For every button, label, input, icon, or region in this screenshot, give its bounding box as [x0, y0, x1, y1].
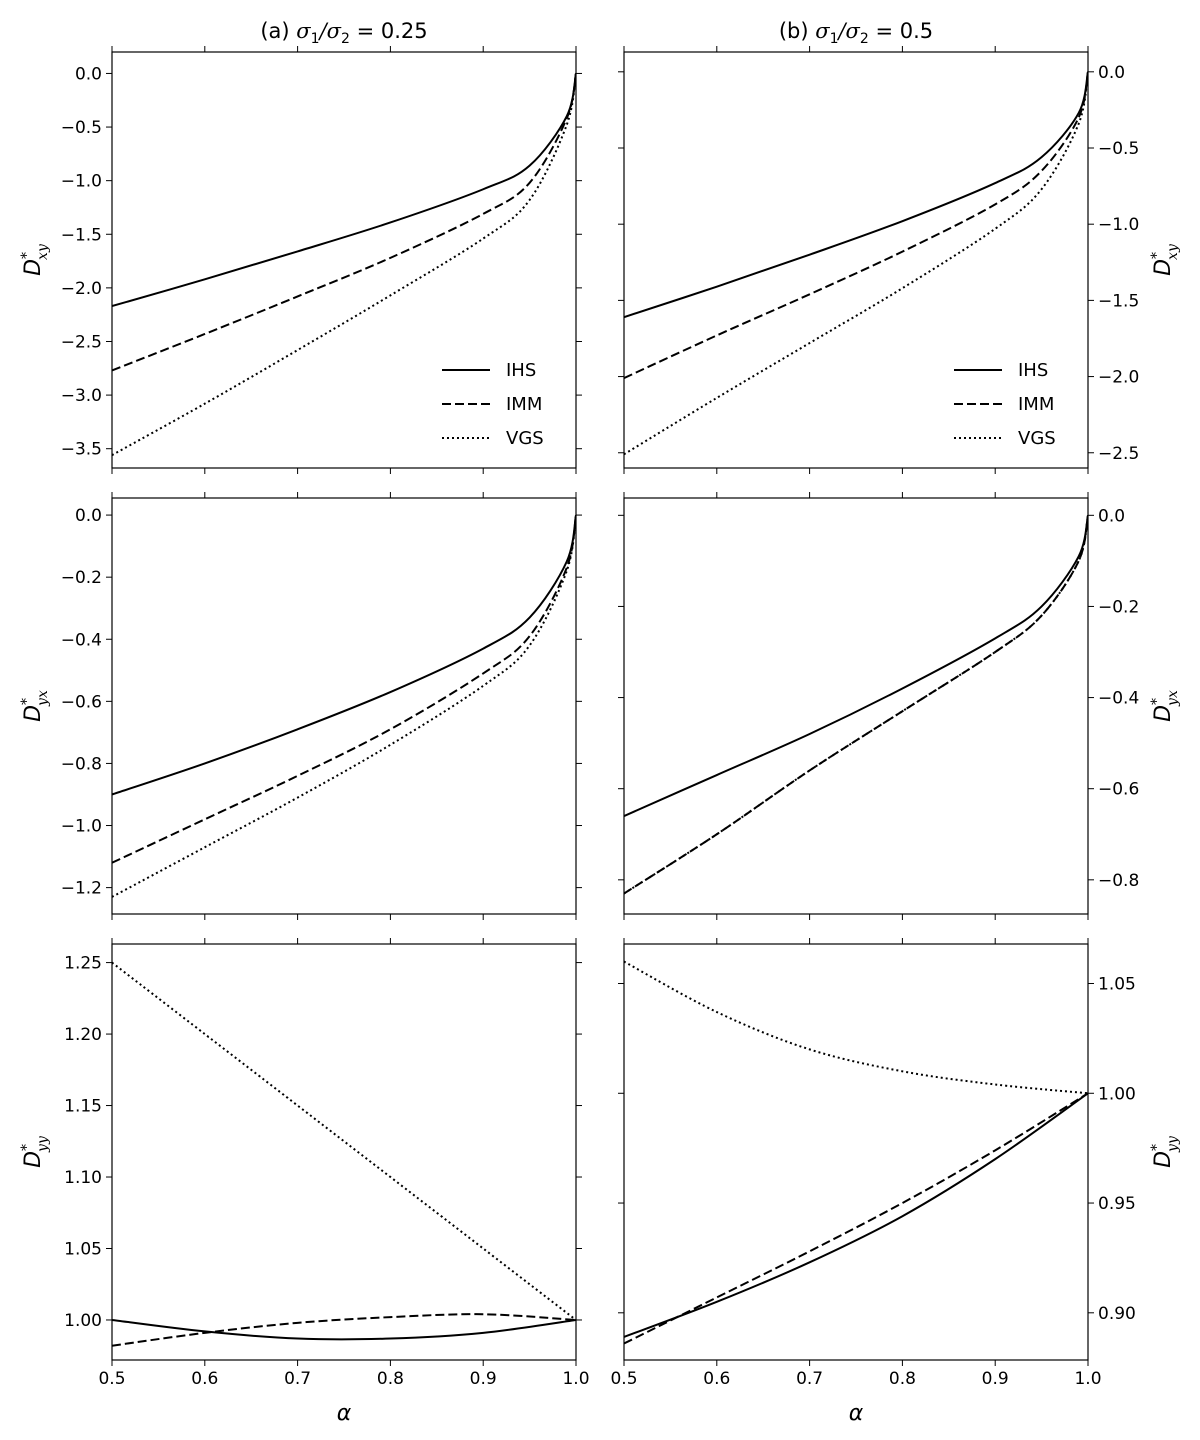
y-tick-label: −1.0: [1098, 215, 1139, 235]
y-tick-label: −0.4: [1098, 689, 1139, 709]
series-line-ihs: [624, 515, 1088, 817]
series-line-vgs: [624, 960, 1088, 1095]
y-axis-label: D*xy: [1149, 243, 1181, 276]
y-tick-label: −0.6: [1098, 780, 1139, 800]
plot-frame: [623, 497, 1089, 915]
panel-dyy-b: 0.5 0.6 0.7 0.8 0.9 1.0 0.90 0.95 1.00 1.05 D*yy: [610, 938, 1181, 1389]
x-tick-label: 0.6: [703, 1369, 730, 1389]
series-line-imm: [624, 71, 1088, 380]
y-tick-label: 1.05: [64, 1239, 102, 1259]
y-tick-label: −1.0: [61, 172, 102, 192]
y-tick-label: 1.25: [64, 954, 102, 974]
y-tick-label: 0.0: [75, 64, 102, 84]
y-tick-label: 1.05: [1098, 975, 1136, 995]
x-tick-label: 0.9: [982, 1369, 1009, 1389]
x-tick-label: 0.9: [470, 1369, 497, 1389]
legend: IHS IMM VGS: [442, 360, 544, 449]
y-axis-label: D*yx: [19, 690, 51, 722]
x-axis-label-right: α: [849, 1401, 864, 1426]
plot-frame: [111, 943, 577, 1361]
series-line-ihs: [112, 514, 576, 796]
y-tick-label: −2.5: [61, 332, 102, 352]
x-tick-label: 0.8: [377, 1369, 404, 1389]
x-tick-label: 0.5: [98, 1369, 125, 1389]
y-tick-label: 1.00: [64, 1311, 102, 1331]
series-line-imm: [624, 515, 1088, 895]
legend-label-ihs: IHS: [506, 360, 536, 381]
legend-label-vgs: VGS: [1018, 428, 1056, 449]
y-tick-label: 0.90: [1098, 1304, 1136, 1324]
y-tick-label: −1.5: [61, 225, 102, 245]
y-tick-label: 1.20: [64, 1025, 102, 1045]
panel-dyx-a: 0.0 −0.2 −0.4 −0.6 −0.8 −1.0 −1.2 D*yx: [19, 492, 582, 920]
y-tick-label: −2.0: [61, 279, 102, 299]
y-tick-label: −0.8: [1098, 871, 1139, 891]
x-axis-label-left: α: [337, 1401, 352, 1426]
series-line-ihs: [624, 1092, 1088, 1338]
x-tick-label: 1.0: [1074, 1369, 1101, 1389]
y-tick-label: −0.5: [61, 118, 102, 138]
series-line-imm: [624, 1092, 1088, 1345]
y-tick-label: −0.2: [1098, 597, 1139, 617]
y-tick-label: −0.4: [61, 630, 102, 650]
plot-frame: [623, 943, 1089, 1361]
x-tick-label: 0.7: [284, 1369, 311, 1389]
series-line-ihs: [112, 73, 576, 308]
y-tick-label: −0.8: [61, 754, 102, 774]
panel-dxy-b: 0.0 −0.5 −1.0 −1.5 −2.0 −2.5 D*xy IHS IMM VGS: [618, 46, 1181, 474]
series-line-imm: [112, 514, 576, 864]
y-tick-label: −0.6: [61, 692, 102, 712]
legend-label-vgs: VGS: [506, 428, 544, 449]
series-line-imm: [112, 1313, 576, 1347]
y-tick-label: −0.5: [1098, 139, 1139, 159]
y-tick-label: 0.95: [1098, 1194, 1136, 1214]
legend-label-imm: IMM: [506, 394, 542, 415]
legend-label-ihs: IHS: [1018, 360, 1048, 381]
y-tick-label: 1.00: [1098, 1084, 1136, 1104]
col-title-a: (a) σ1/σ2 = 0.25: [260, 19, 427, 47]
y-tick-label: −0.2: [61, 568, 102, 588]
legend: IHS IMM VGS: [954, 360, 1056, 449]
y-tick-label: −1.2: [61, 879, 102, 899]
y-axis-label: D*yy: [19, 1135, 51, 1168]
series-line-ihs: [624, 71, 1088, 319]
y-tick-label: 1.10: [64, 1168, 102, 1188]
y-tick-label: −3.0: [61, 386, 102, 406]
y-axis-label: D*yy: [1149, 1135, 1181, 1168]
series-line-vgs: [112, 514, 576, 898]
plot-frame: [623, 51, 1089, 469]
y-tick-label: 1.15: [64, 1097, 102, 1117]
y-tick-label: −2.5: [1098, 444, 1139, 464]
panel-dyy-a: 0.5 0.6 0.7 0.8 0.9 1.0 1.00 1.05 1.10 1.15 1.20 1.…: [19, 938, 590, 1389]
x-tick-label: 0.8: [889, 1369, 916, 1389]
y-axis-label: D*xy: [19, 243, 51, 276]
y-tick-label: 0.0: [1098, 63, 1125, 83]
panel-dyx-b: 0.0 −0.2 −0.4 −0.6 −0.8 D*yx: [618, 492, 1181, 920]
plot-frame: [111, 51, 577, 469]
y-tick-label: −1.0: [61, 817, 102, 837]
legend-label-imm: IMM: [1018, 394, 1054, 415]
y-tick-label: −2.0: [1098, 368, 1139, 388]
x-tick-label: 0.7: [796, 1369, 823, 1389]
series-line-ihs: [112, 1318, 576, 1341]
plot-frame: [111, 497, 577, 915]
x-tick-label: 1.0: [562, 1369, 589, 1389]
series-line-vgs: [112, 961, 576, 1321]
y-axis-label: D*yx: [1149, 690, 1181, 722]
panel-dxy-a: 0.0 −0.5 −1.0 −1.5 −2.0 −2.5 −3.0 −3.5 D*xy IHS IM…: [19, 46, 582, 474]
series-line-vgs: [112, 73, 576, 457]
x-tick-label: 0.5: [610, 1369, 637, 1389]
y-tick-label: −1.5: [1098, 291, 1139, 311]
y-tick-label: 0.0: [1098, 506, 1125, 526]
x-tick-label: 0.6: [191, 1369, 218, 1389]
y-tick-label: −3.5: [61, 440, 102, 460]
series-line-imm: [112, 73, 576, 372]
col-title-b: (b) σ1/σ2 = 0.5: [779, 19, 933, 47]
y-tick-label: 0.0: [75, 506, 102, 526]
series-line-vgs: [624, 515, 1088, 895]
